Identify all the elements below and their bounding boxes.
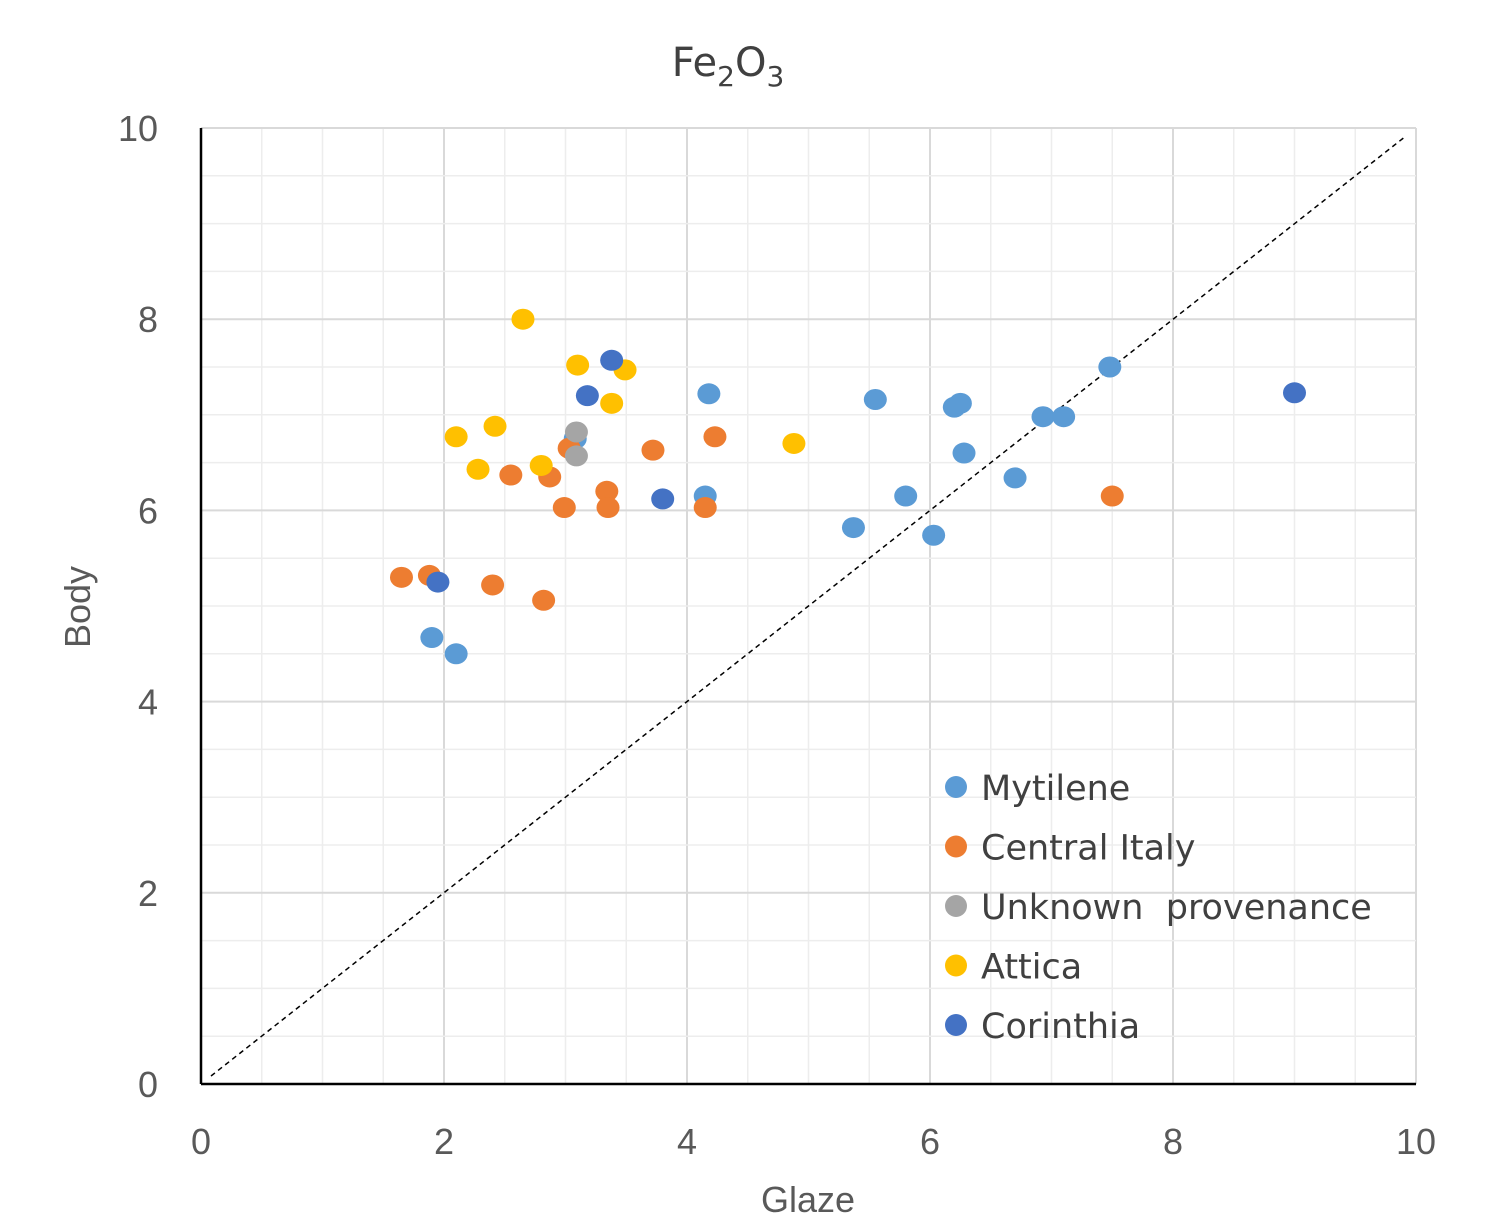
chart-title: Fe2O3: [672, 40, 785, 93]
x-tick-label: 10: [1396, 1121, 1436, 1162]
point-central-italy-4: [532, 589, 556, 611]
point-corinthia-1: [575, 385, 599, 407]
point-central-italy-12: [693, 497, 717, 519]
point-unknown-provenance-1: [564, 445, 588, 467]
point-mytilene-9: [952, 442, 976, 464]
point-attica-3: [483, 415, 507, 437]
legend-marker: [945, 835, 967, 858]
title-part-o: O: [735, 40, 766, 86]
point-central-italy-2: [481, 574, 505, 596]
legend-marker: [945, 1014, 967, 1036]
x-tick-label: 2: [434, 1121, 454, 1162]
point-corinthia-0: [426, 571, 450, 593]
point-mytilene-2: [697, 383, 721, 405]
point-mytilene-11: [1003, 467, 1027, 489]
point-central-italy-6: [552, 497, 576, 519]
y-tick-label: 10: [118, 108, 158, 149]
point-central-italy-9: [596, 497, 620, 519]
legend: Mytilene Central Italy Unknown provenance A…: [945, 769, 1372, 1047]
point-attica-0: [511, 308, 535, 330]
title-part-fe: Fe: [672, 40, 717, 86]
point-mytilene-13: [1052, 406, 1076, 428]
point-attica-5: [566, 354, 590, 376]
point-attica-6: [600, 392, 624, 414]
point-corinthia-3: [651, 488, 675, 510]
x-tick-label: 6: [920, 1121, 940, 1162]
legend-marker: [945, 954, 967, 977]
title-subscript-3: 3: [766, 60, 784, 93]
point-attica-8: [782, 432, 806, 454]
point-central-italy-8: [595, 480, 619, 502]
point-central-italy-13: [1100, 485, 1124, 507]
legend-marker: [945, 895, 967, 917]
x-tick-label: 0: [191, 1121, 211, 1162]
data-points: [389, 308, 1306, 665]
reference-line-layer: [210, 135, 1407, 1077]
point-mytilene-10: [922, 524, 946, 546]
y-tick-label: 2: [138, 873, 158, 914]
point-corinthia-2: [600, 349, 624, 371]
point-mytilene-6: [894, 485, 918, 507]
point-mytilene-12: [1031, 406, 1055, 428]
point-mytilene-4: [863, 389, 887, 411]
legend-label: Corinthia: [981, 1007, 1140, 1047]
reference-line-y-equals-x: [210, 135, 1407, 1077]
axes: [199, 128, 1416, 1086]
point-mytilene-14: [1098, 356, 1122, 378]
x-tick-label: 4: [677, 1121, 697, 1162]
legend-label: Central Italy: [981, 829, 1196, 869]
point-central-italy-0: [389, 566, 413, 588]
legend-label: Attica: [981, 948, 1082, 988]
point-central-italy-10: [641, 439, 665, 461]
point-central-italy-3: [499, 464, 523, 486]
point-corinthia-4: [1283, 382, 1306, 404]
tick-labels: 0 2 4 6 8 10 0 2 4 6 8 10: [118, 108, 1436, 1162]
y-tick-label: 0: [138, 1064, 158, 1105]
title-subscript-2: 2: [717, 60, 735, 93]
y-tick-label: 6: [138, 490, 158, 531]
point-unknown-provenance-0: [564, 421, 588, 443]
y-tick-label: 8: [138, 299, 158, 340]
point-attica-2: [466, 458, 490, 480]
legend-label: Mytilene: [981, 769, 1130, 809]
x-axis-title: Glaze: [761, 1179, 855, 1215]
point-central-italy-11: [703, 426, 727, 448]
point-attica-4: [529, 454, 553, 476]
point-mytilene-1: [444, 643, 468, 665]
point-attica-1: [444, 426, 468, 448]
legend-marker: [945, 776, 967, 798]
point-mytilene-8: [948, 392, 972, 414]
legend-label: Unknown provenance: [981, 888, 1372, 928]
y-tick-label: 4: [138, 682, 158, 723]
y-axis-title: Body: [57, 566, 98, 648]
point-mytilene-0: [420, 627, 444, 649]
x-tick-label: 8: [1163, 1121, 1183, 1162]
point-mytilene-5: [841, 517, 865, 539]
